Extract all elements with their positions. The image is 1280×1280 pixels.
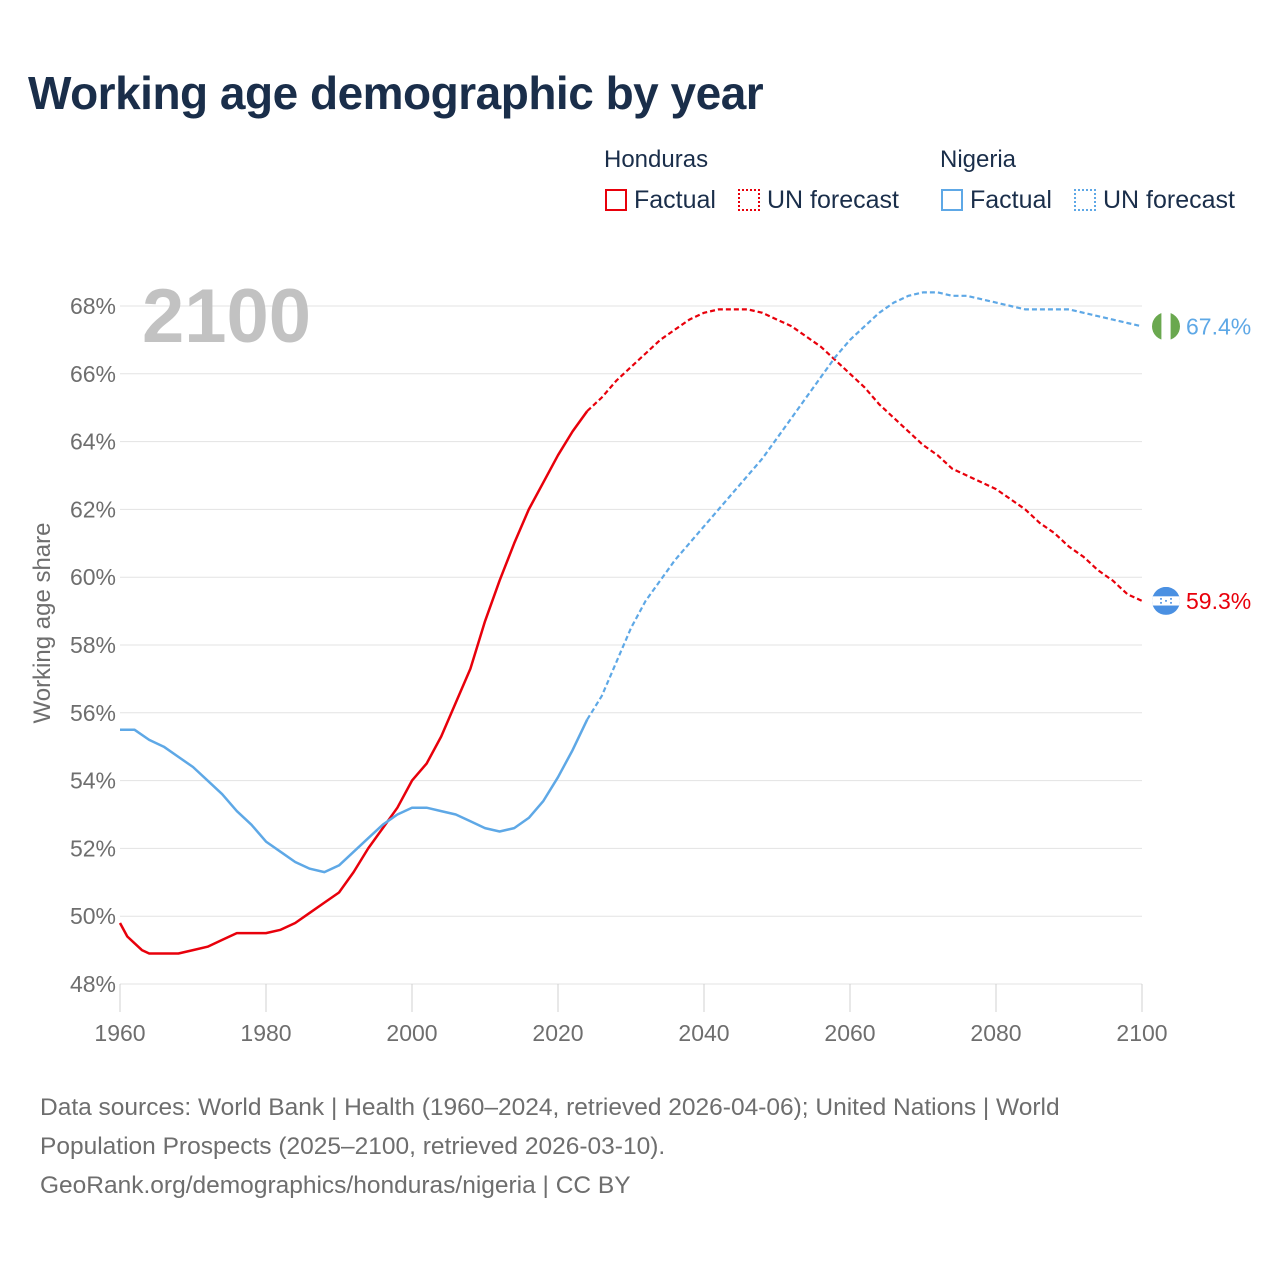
y-tick-label-60: 60% [70,564,116,590]
x-tick-label-2000: 2000 [386,1020,437,1046]
y-tick-label-58: 58% [70,632,116,658]
y-tick-label-50: 50% [70,903,116,929]
legend-item-nigeria-forecast[interactable]: UN forecast [1074,186,1235,214]
x-tick-label-2080: 2080 [970,1020,1021,1046]
series-end-markers: 59.3% 67.4% [1152,312,1251,615]
y-tick-label-54: 54% [70,768,116,794]
legend-swatch-honduras-factual [605,189,627,211]
honduras-flag [1152,586,1180,615]
series-lines [118,291,1143,955]
y-tick-label-64: 64% [70,429,116,455]
y-axis-label: Working age share [29,523,56,724]
x-axis-ticks: 1960 1980 2000 2020 2040 2060 2080 2100 [94,984,1168,1046]
line-chart: 48%50%52%54%56%58%60%62%64%66%68% 1960 19… [29,274,1251,1046]
x-tick-label-2040: 2040 [678,1020,729,1046]
chart-title: Working age demographic by year [28,67,764,119]
legend-label-nigeria-forecast: UN forecast [1103,185,1235,214]
x-tick-label-2100: 2100 [1116,1020,1167,1046]
y-tick-label-52: 52% [70,835,116,861]
y-tick-label-66: 66% [70,361,116,387]
legend-label-honduras-factual: Factual [634,185,716,214]
data-sources: Data sources: World Bank | Health (1960–… [40,1088,1250,1205]
y-tick-label-56: 56% [70,700,116,726]
y-tick-label-48: 48% [70,971,116,997]
legend-item-honduras-forecast[interactable]: UN forecast [738,186,899,214]
year-watermark: 2100 [142,274,311,359]
gridlines [120,305,1142,985]
y-axis-ticks: 48% 50% 52% 54% 56% 58% 60% 62% 64% 66% 68% [70,293,116,997]
legend-item-honduras-factual[interactable]: Factual [605,186,716,214]
nigeria-flag [1152,312,1180,341]
series-line-nigeria-factual[interactable] [120,719,589,874]
x-tick-label-1980: 1980 [240,1020,291,1046]
x-tick-label-2060: 2060 [824,1020,875,1046]
sources-line-3[interactable]: GeoRank.org/demographics/honduras/nigeri… [40,1172,631,1199]
legend-swatch-honduras-forecast [738,189,760,211]
series-line-honduras-forecast[interactable] [586,308,1143,602]
series-line-nigeria-forecast[interactable] [586,291,1143,721]
legend-swatch-nigeria-forecast [1074,189,1096,211]
legend-label-nigeria-factual: Factual [970,185,1052,214]
legend-swatch-nigeria-factual [941,189,963,211]
sources-line-1: Data sources: World Bank | Health (1960–… [40,1094,1060,1121]
legend-item-nigeria-factual[interactable]: Factual [941,186,1052,214]
legend-label-honduras-forecast: UN forecast [767,185,899,214]
end-label-honduras: 59.3% [1186,588,1251,614]
sources-line-2: Population Prospects (2025–2100, retriev… [40,1133,666,1160]
legend-group-nigeria: Nigeria [940,146,1017,173]
end-label-nigeria: 67.4% [1186,313,1251,339]
x-tick-label-1960: 1960 [94,1020,145,1046]
y-tick-label-68: 68% [70,293,116,319]
y-tick-label-62: 62% [70,496,116,522]
series-line-honduras-factual[interactable] [118,410,589,955]
legend-group-honduras: Honduras [604,146,709,173]
x-tick-label-2020: 2020 [532,1020,583,1046]
